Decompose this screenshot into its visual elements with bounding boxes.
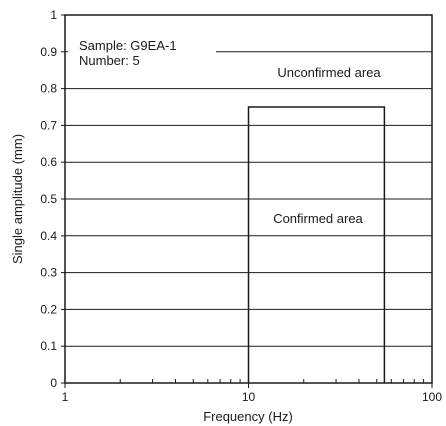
series-layer [247, 106, 386, 383]
confirmed-area-label: Confirmed area [273, 211, 363, 226]
y-tick-label: 0.6 [40, 155, 57, 169]
y-tick-label: 0.9 [40, 45, 57, 59]
unconfirmed-label-mask [262, 63, 402, 81]
y-axis-title: Single amplitude (mm) [10, 134, 25, 264]
y-tick-label: 0.1 [40, 339, 57, 353]
x-tick-label: 100 [422, 390, 442, 404]
legend-box-mask [68, 36, 216, 72]
y-tick-label: 0.2 [40, 302, 57, 316]
x-axis-title: Frequency (Hz) [203, 409, 293, 424]
y-tick-label: 0.5 [40, 192, 57, 206]
y-tick-label: 0.7 [40, 118, 57, 132]
y-tick-label: 0.4 [40, 229, 57, 243]
unconfirmed-area-label: Unconfirmed area [277, 65, 381, 80]
x-tick-label: 10 [242, 390, 256, 404]
y-tick-label: 0.3 [40, 266, 57, 280]
number-label: Number: 5 [79, 53, 140, 68]
sample-label: Sample: G9EA-1 [79, 38, 177, 53]
confirmed-area-boundary [247, 106, 386, 383]
y-tick-label: 1 [50, 8, 57, 22]
x-tick-label: 1 [62, 390, 69, 404]
x-axis: 1 10 100 [62, 383, 442, 404]
y-tick-label: 0 [50, 376, 57, 390]
y-axis: 0 0.1 0.2 0.3 0.4 0.5 0.6 0.7 0.8 0.9 1 [40, 8, 65, 390]
y-tick-label: 0.8 [40, 82, 57, 96]
